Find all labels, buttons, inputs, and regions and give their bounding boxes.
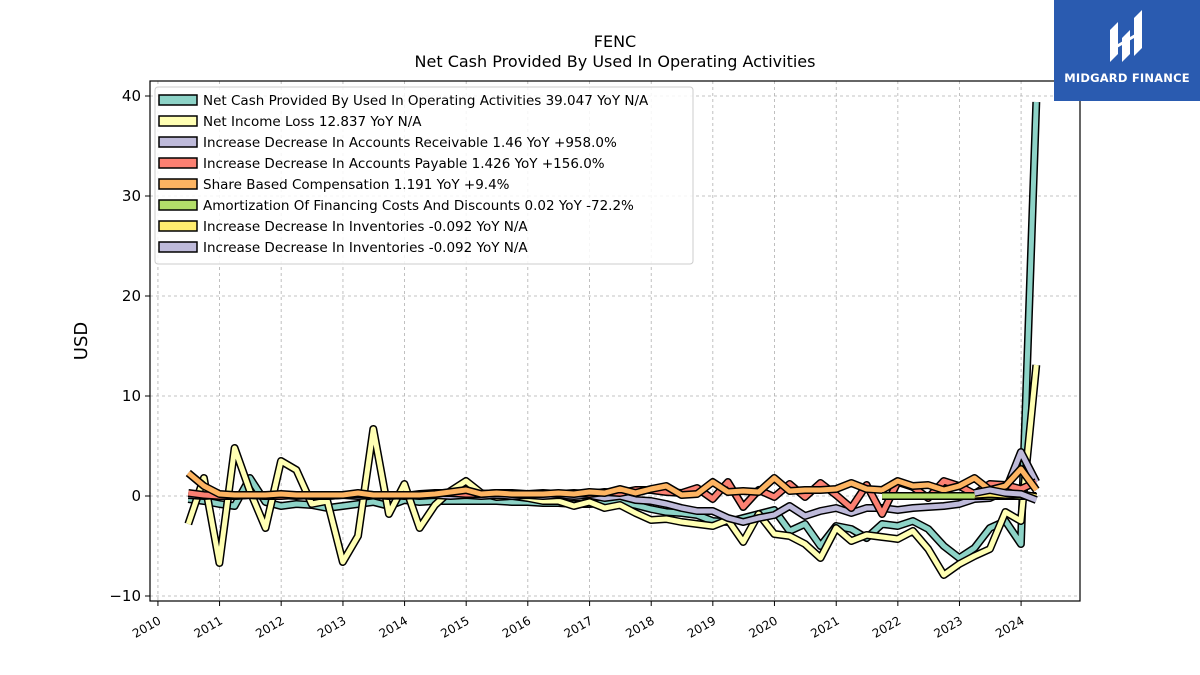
- x-tick-label: 2011: [192, 613, 225, 640]
- y-tick-label: 20: [122, 287, 141, 305]
- legend-entry: Increase Decrease In Inventories -0.092 …: [203, 219, 528, 235]
- legend-swatch: [158, 94, 198, 106]
- series-line-4: [186, 466, 1039, 498]
- x-tick-label: 2017: [562, 613, 595, 640]
- x-tick-label: 2015: [438, 613, 471, 640]
- x-tick-label: 2019: [685, 613, 718, 640]
- chart-title: FENC: [593, 32, 637, 51]
- x-tick-label: 2024: [993, 613, 1026, 640]
- x-tick-label: 2014: [377, 613, 410, 640]
- legend-swatch: [158, 115, 198, 127]
- x-tick-label: 2020: [746, 613, 779, 640]
- y-tick-label: 30: [122, 187, 141, 205]
- legend-entry: Net Cash Provided By Used In Operating A…: [203, 93, 649, 109]
- series-lines: [184, 101, 1041, 579]
- series-line-outline-1: [184, 364, 1041, 579]
- x-tick-label: 2018: [623, 613, 656, 640]
- legend-entry: Increase Decrease In Accounts Receivable…: [203, 135, 617, 151]
- legend-swatch: [158, 220, 198, 232]
- legend-box: [154, 86, 694, 265]
- y-tick-label: 0: [131, 487, 141, 505]
- midgard-logo-icon: [1110, 10, 1142, 62]
- legend-entry: Share Based Compensation 1.191 YoY +9.4%: [203, 177, 510, 193]
- axes-frame: [149, 80, 1081, 602]
- y-axis-label: USD: [71, 322, 92, 360]
- legend-entry: Increase Decrease In Inventories -0.092 …: [203, 240, 528, 256]
- x-tick-label: 2022: [870, 613, 903, 640]
- chart-title-block: FENC Net Cash Provided By Used In Operat…: [150, 32, 1080, 72]
- midgard-finance-logo: MIDGARD FINANCE: [1054, 0, 1200, 101]
- y-tick-label: 40: [122, 87, 141, 105]
- legend-swatch: [158, 241, 198, 253]
- legend-swatch: [158, 136, 198, 148]
- legend-entry: Amortization Of Financing Costs And Disc…: [203, 198, 634, 214]
- x-tick-label: 2012: [253, 613, 286, 640]
- series-line-1: [185, 364, 1039, 578]
- legend-swatch: [158, 178, 198, 190]
- legend: Net Cash Provided By Used In Operating A…: [154, 86, 694, 265]
- x-tick-label: 2010: [130, 613, 163, 640]
- x-tick-label: 2023: [932, 613, 965, 640]
- legend-entry: Increase Decrease In Accounts Payable 1.…: [203, 156, 605, 172]
- y-tick-label: −10: [109, 587, 141, 605]
- legend-swatch: [158, 199, 198, 211]
- x-tick-label: 2013: [315, 613, 348, 640]
- y-tick-label: 10: [122, 387, 141, 405]
- chart-subtitle: Net Cash Provided By Used In Operating A…: [414, 52, 816, 71]
- series-line-7: [974, 487, 1038, 503]
- x-tick-label: 2021: [808, 613, 841, 640]
- legend-entry: Net Income Loss 12.837 YoY N/A: [203, 114, 422, 130]
- legend-swatch: [158, 157, 198, 169]
- logo-brand-text: MIDGARD FINANCE: [1064, 71, 1190, 85]
- x-tick-label: 2016: [500, 613, 533, 640]
